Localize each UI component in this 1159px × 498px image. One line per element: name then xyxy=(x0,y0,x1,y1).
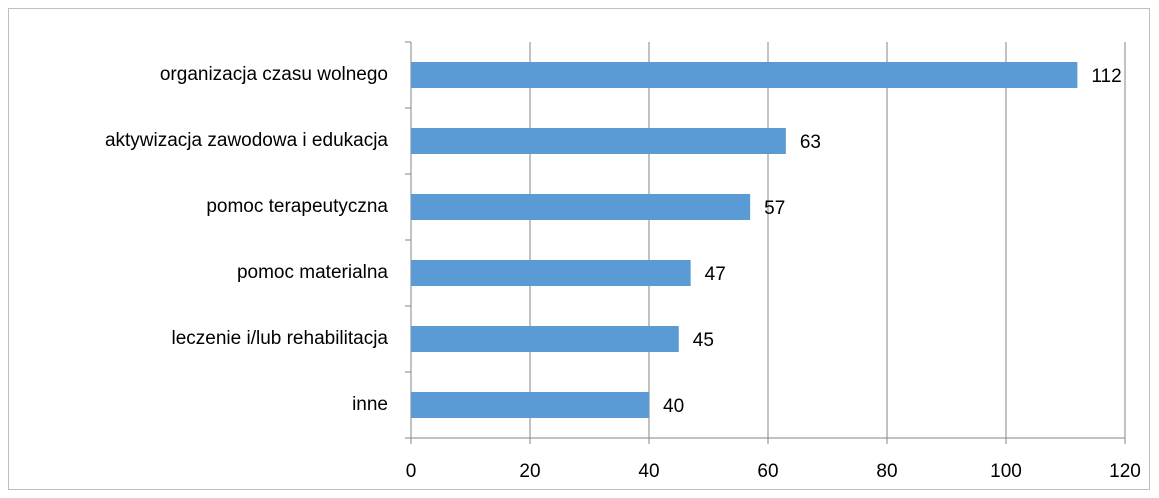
data-label: 47 xyxy=(705,264,726,285)
y-tick-label: pomoc terapeutyczna xyxy=(206,196,388,217)
y-tick-label: aktywizacja zawodowa i edukacja xyxy=(105,130,388,151)
y-tick-label: leczenie i/lub rehabilitacja xyxy=(171,328,388,349)
y-tick-label: pomoc materialna xyxy=(237,262,388,283)
x-tick-label: 60 xyxy=(757,461,778,482)
data-label: 57 xyxy=(764,198,785,219)
data-label: 63 xyxy=(800,132,821,153)
x-tick-label: 40 xyxy=(638,461,659,482)
x-tick-label: 0 xyxy=(406,461,417,482)
data-label: 45 xyxy=(693,330,714,351)
bar xyxy=(411,260,691,286)
x-tick-label: 20 xyxy=(519,461,540,482)
y-tick-label: organizacja czasu wolnego xyxy=(160,64,388,85)
data-label: 112 xyxy=(1091,66,1121,87)
x-tick-label: 80 xyxy=(876,461,897,482)
bar xyxy=(411,62,1078,88)
data-label: 40 xyxy=(663,396,684,417)
bar xyxy=(411,326,679,352)
bar xyxy=(411,128,786,154)
x-tick-label: 100 xyxy=(990,461,1022,482)
bar xyxy=(411,194,751,220)
bar xyxy=(411,392,649,418)
x-tick-label: 120 xyxy=(1109,461,1141,482)
y-tick-label: inne xyxy=(352,394,388,415)
